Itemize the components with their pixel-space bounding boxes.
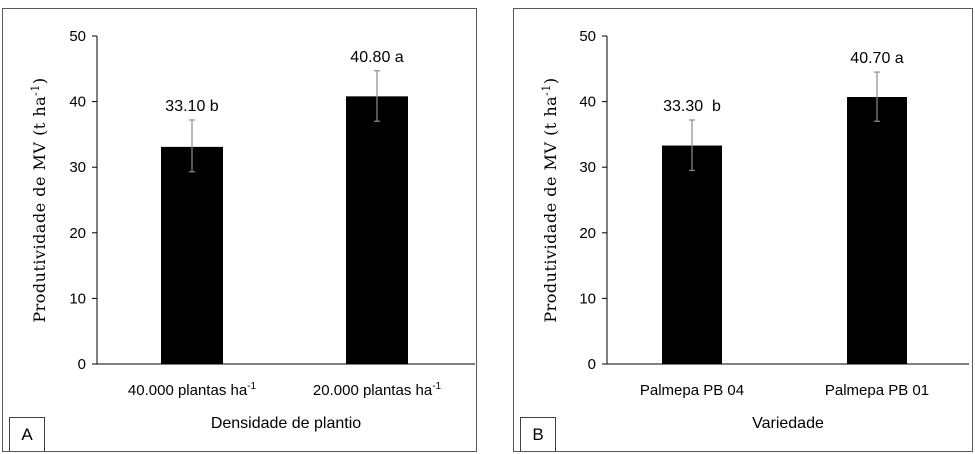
data-label: 33.10 b (165, 98, 218, 115)
y-axis-title-text: Produtividade de MV (t ha (541, 96, 560, 323)
y-tick-label: 20 (579, 225, 596, 242)
y-tick-label: 50 (579, 28, 596, 45)
x-tick-label-sup: -1 (247, 381, 256, 392)
y-tick-label: 20 (69, 225, 86, 242)
bar-chart-b: 0 10 20 30 40 50 Produtividade de MV (t ha-1) 3… (540, 28, 969, 432)
bar (161, 146, 223, 364)
y-tick-label: 30 (579, 159, 596, 176)
x-axis-title: Variedade (752, 415, 824, 432)
x-tick-label-text: Palmepa PB 04 (640, 382, 744, 399)
data-label: 33.30 b (663, 98, 721, 115)
data-label: 40.70 a (850, 50, 903, 67)
panel-tag-a: A (9, 417, 45, 451)
bar (847, 97, 907, 365)
bar (346, 96, 408, 365)
x-tick-label-sup: -1 (432, 381, 441, 392)
y-tick-label: 50 (69, 28, 86, 45)
y-axis-title-sup: -1 (29, 84, 42, 96)
chart-panel-a: 0 10 20 30 40 50 Produtividade de MV (t ha-1) 3… (2, 8, 477, 452)
y-tick-label: 0 (588, 356, 596, 373)
x-tick-label: Palmepa PB 04 (640, 382, 744, 399)
x-tick-label-text: 40.000 plantas ha (128, 382, 248, 399)
y-axis-title: Produtividade de MV (t ha-1) (29, 77, 49, 322)
x-axis-title: Densidade de plantio (211, 415, 361, 432)
y-tick-label: 10 (579, 290, 596, 307)
chart-panel-b: 0 10 20 30 40 50 Produtividade de MV (t ha-1) 3… (513, 8, 973, 452)
x-tick-label: 20.000 plantas ha-1 (313, 381, 442, 399)
panel-tag-b: B (520, 417, 556, 451)
bar (662, 145, 722, 364)
x-tick-label: Palmepa PB 01 (825, 382, 929, 399)
y-axis-title-close: ) (30, 77, 49, 84)
x-tick-label-text: Palmepa PB 01 (825, 382, 929, 399)
y-tick-label: 30 (69, 159, 86, 176)
x-tick-label: 40.000 plantas ha-1 (128, 381, 257, 399)
y-tick-label: 0 (78, 356, 86, 373)
y-axis-title-close: ) (541, 77, 560, 84)
data-label: 40.80 a (350, 49, 403, 66)
y-tick-label: 40 (579, 94, 596, 111)
y-axis-title: Produtividade de MV (t ha-1) (540, 77, 560, 322)
y-tick-label: 40 (69, 94, 86, 111)
y-axis-title-sup: -1 (540, 84, 553, 96)
y-axis-title-text: Produtividade de MV (t ha (30, 96, 49, 323)
y-tick-label: 10 (69, 290, 86, 307)
x-tick-label-text: 20.000 plantas ha (313, 382, 433, 399)
